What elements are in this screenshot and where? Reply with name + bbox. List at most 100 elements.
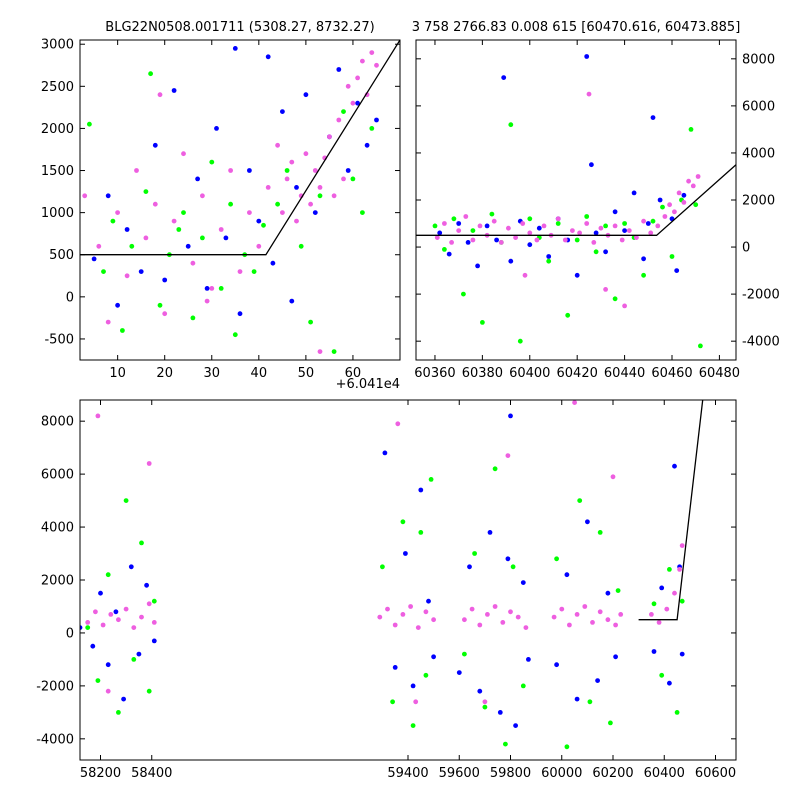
x-tick-label: 60420 (557, 366, 598, 381)
pink-data-point (618, 612, 624, 617)
blue-data-point (312, 210, 318, 216)
green-data-point (423, 672, 429, 678)
pink-data-point (662, 214, 668, 219)
x-tick-label: 20 (156, 366, 173, 381)
blue-data-point (513, 723, 518, 728)
pink-data-point (527, 230, 533, 236)
green-data-point (693, 202, 699, 208)
green-data-point (651, 601, 657, 607)
green-data-point (492, 466, 498, 472)
green-data-point (275, 201, 280, 207)
y-tick-label: 4000 (742, 146, 775, 161)
blue-data-point (508, 258, 514, 264)
blue-data-point (256, 218, 262, 224)
pink-data-point (477, 223, 483, 229)
blue-data-point (410, 683, 416, 689)
pink-data-point (413, 699, 419, 705)
pink-data-point (312, 168, 318, 173)
blue-data-point (138, 269, 144, 274)
blue-data-point (584, 54, 590, 59)
model-fit-line (80, 40, 400, 256)
pink-data-point (551, 614, 557, 620)
green-data-point (489, 211, 495, 217)
pink-data-point (641, 218, 646, 224)
blue-data-point (237, 311, 243, 317)
green-data-point (546, 258, 552, 264)
pink-data-point (434, 235, 440, 241)
pink-data-point (82, 193, 88, 199)
pink-data-point (228, 168, 234, 173)
blue-data-point (431, 654, 436, 660)
pink-data-point (423, 609, 429, 615)
green-data-point (157, 302, 163, 308)
pink-data-point (395, 421, 401, 427)
green-data-point (200, 235, 205, 241)
green-data-point (350, 176, 356, 182)
green-data-point (517, 338, 523, 344)
pink-data-point (469, 606, 475, 612)
green-data-point (451, 216, 457, 222)
blue-data-point (520, 580, 526, 585)
blue-data-point (484, 223, 490, 229)
pink-data-point (355, 75, 360, 81)
blue-data-point (681, 192, 687, 198)
blue-data-point (124, 227, 130, 232)
pink-data-point (146, 601, 152, 607)
x-tick-label: 60360 (414, 366, 455, 381)
green-data-point (641, 272, 646, 278)
pink-data-point (289, 159, 295, 165)
pink-data-point (105, 688, 111, 694)
pink-data-point (116, 617, 121, 623)
pink-data-point (491, 218, 497, 224)
pink-data-point (190, 260, 196, 266)
panel-bottom: 58200 58400 59400 59600 59800 60000 60200 60400… (36, 399, 737, 781)
blue-data-point (280, 109, 285, 114)
green-data-point (608, 720, 613, 726)
green-data-point (232, 332, 238, 338)
blue-data-point (294, 185, 299, 190)
green-data-point (129, 243, 135, 249)
blue-data-point (564, 572, 570, 578)
blue-data-point (674, 268, 680, 273)
pink-data-point (656, 620, 662, 625)
x-tick-label: 40 (251, 366, 268, 381)
pink-data-point (200, 193, 205, 199)
model-fit-line (638, 400, 704, 621)
pink-data-point (317, 185, 323, 190)
blue-data-point (526, 657, 531, 662)
pink-data-point (610, 474, 616, 480)
pink-data-point (400, 612, 406, 617)
green-data-point (209, 159, 215, 165)
pink-data-point (96, 243, 102, 249)
pink-data-point (408, 604, 413, 609)
green-data-point (688, 126, 694, 132)
axes-frame (79, 399, 737, 761)
pink-data-point (584, 221, 590, 226)
pink-data-point (648, 230, 654, 236)
blue-data-point (477, 688, 483, 694)
pink-data-point (574, 612, 580, 617)
panel-top-right: 60360 60380 60400 60420 60440 60460 60480 -4000… (414, 39, 780, 381)
x-tick-label: 60380 (462, 366, 503, 381)
blue-data-point (465, 240, 471, 245)
blue-data-point (426, 598, 431, 604)
blue-data-point (679, 651, 685, 657)
pink-data-point (591, 240, 597, 245)
green-data-point (148, 71, 154, 77)
x-tick-label: 60200 (592, 766, 633, 781)
pink-data-point (500, 620, 506, 625)
pink-data-point (655, 223, 661, 229)
pink-data-point (626, 228, 632, 234)
blue-data-point (501, 75, 507, 80)
green-data-point (308, 319, 313, 325)
pink-data-point (572, 400, 577, 405)
plot-area (80, 400, 704, 750)
green-data-point (298, 243, 304, 249)
blue-data-point (536, 225, 542, 231)
blue-data-point (98, 590, 103, 596)
blue-data-point (437, 230, 443, 236)
pink-data-point (275, 142, 280, 148)
y-tick-label: 8000 (41, 415, 74, 430)
green-data-point (390, 699, 395, 705)
